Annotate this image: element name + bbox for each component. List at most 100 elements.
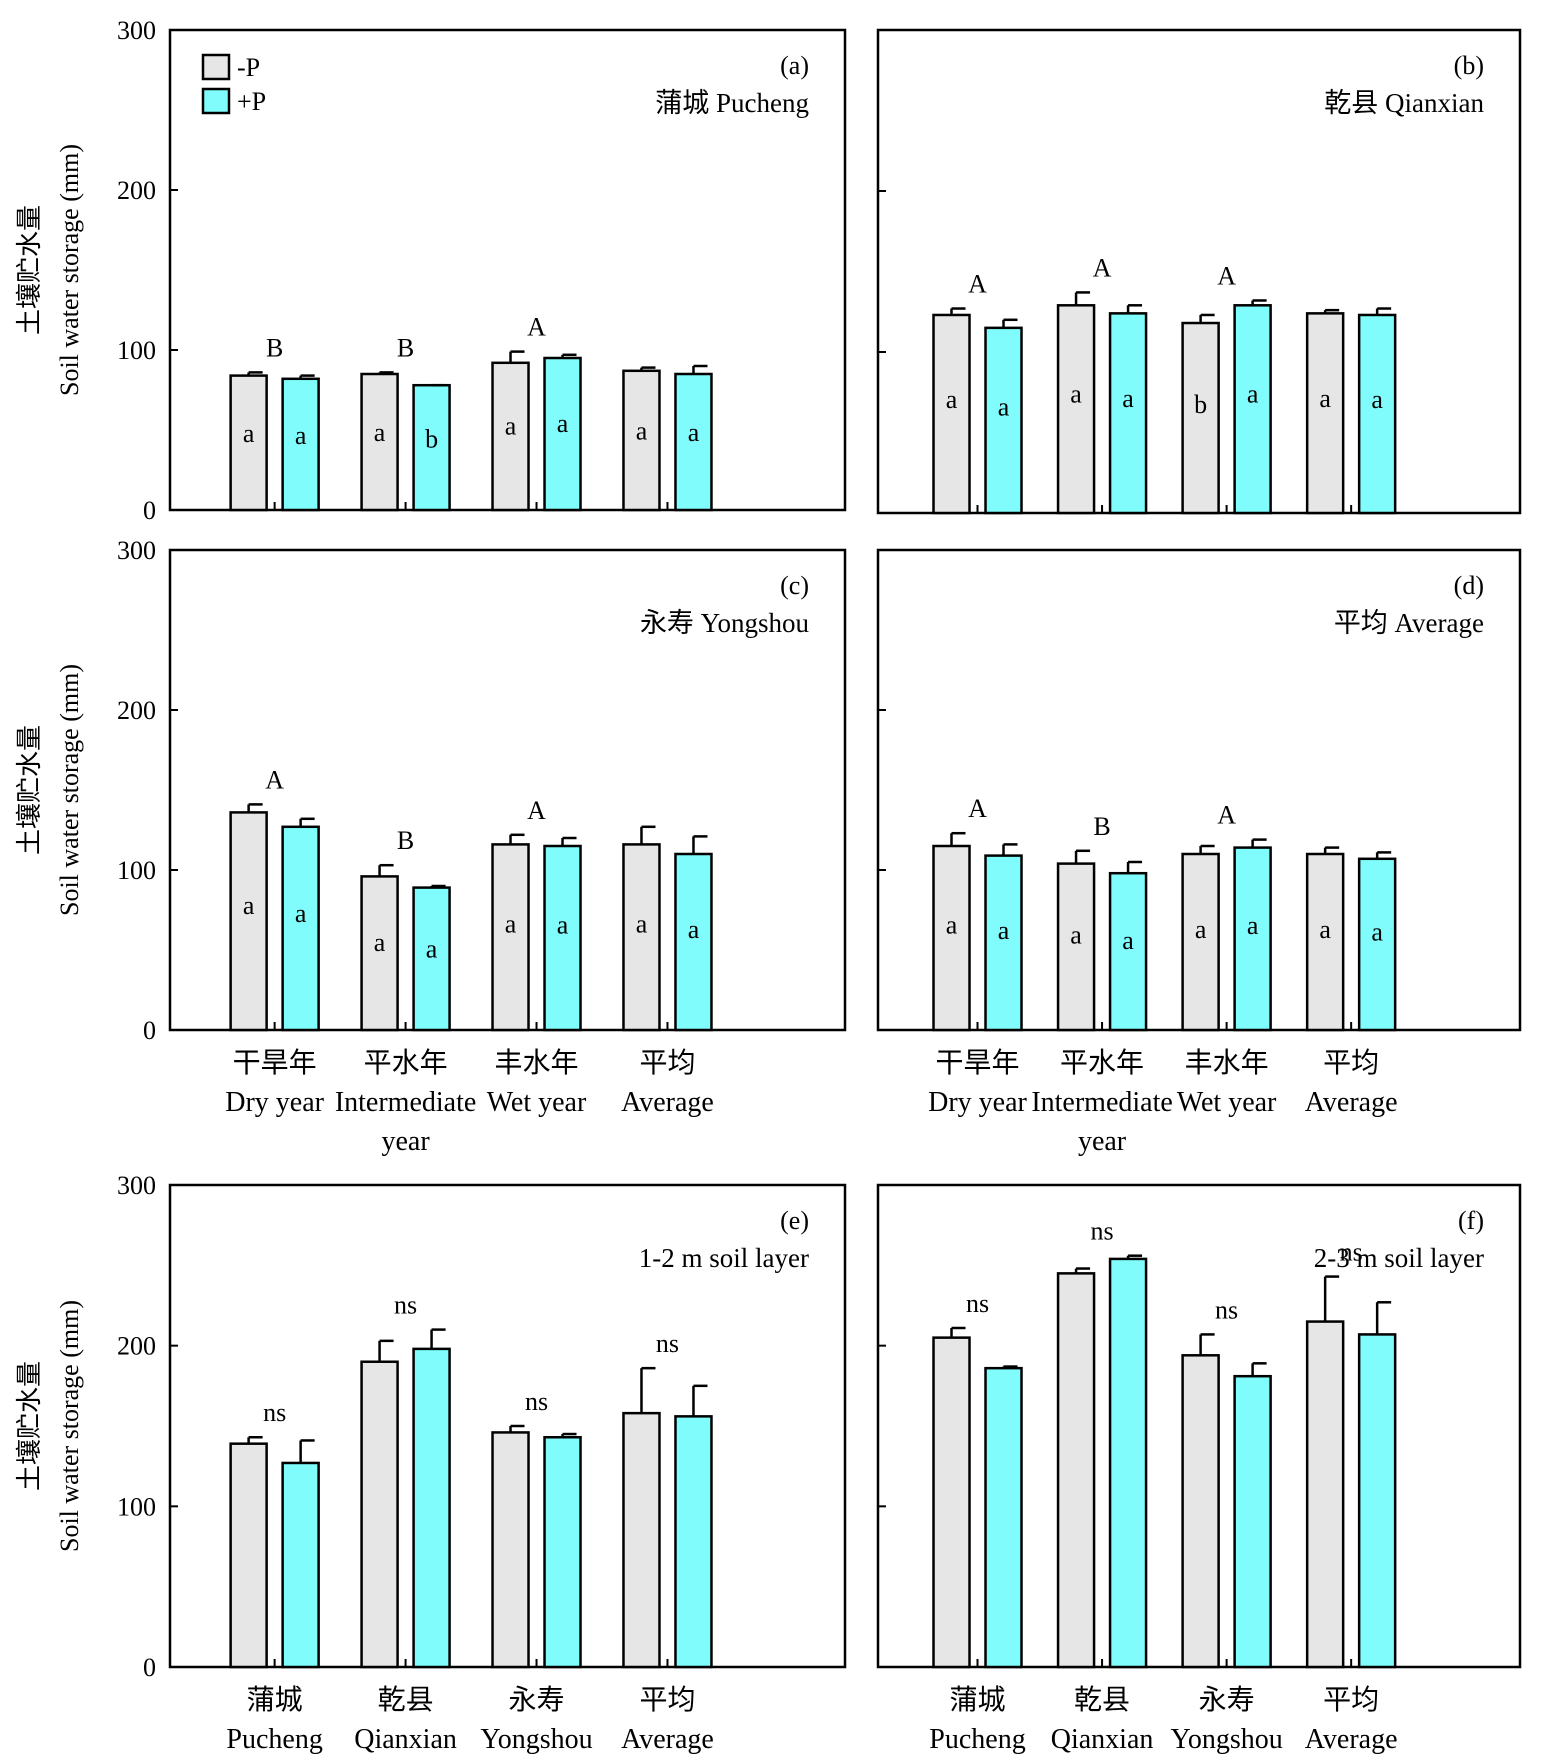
x-tick-label: 永寿: [1199, 1684, 1255, 1716]
x-tick-label: Average: [1305, 1087, 1398, 1118]
y-tick-label: 0: [143, 1653, 156, 1682]
y-tick-label: 200: [117, 1332, 156, 1361]
bar-plus-p: [543, 1435, 582, 1669]
bar-minus-p: [622, 1411, 661, 1669]
y-tick-label: 0: [143, 496, 156, 525]
significance-label: A: [968, 270, 987, 299]
significance-label: ns: [525, 1387, 548, 1416]
y-tick-label: 100: [117, 1492, 156, 1521]
bar-minus-p: [360, 372, 399, 512]
y-tick-label: 100: [117, 336, 156, 365]
x-tick-label: 平均: [639, 1684, 695, 1716]
bar-plus-p: [1233, 1374, 1272, 1669]
x-tick-label: 蒲城: [950, 1684, 1006, 1716]
significance-label: A: [527, 796, 546, 825]
x-tick-label: 蒲城: [247, 1684, 303, 1716]
bar-plus-p: [412, 1347, 451, 1669]
panel-label: (a): [780, 51, 809, 80]
significance-label: ns: [966, 1289, 989, 1318]
significance-label: ns: [394, 1291, 417, 1320]
panel-title: 平均 Average: [1334, 608, 1484, 638]
x-tick-label: 乾县: [1074, 1684, 1130, 1716]
bar-letter: a: [1070, 380, 1082, 409]
bar-letter: a: [688, 418, 700, 447]
x-tick-label: year: [1078, 1126, 1127, 1157]
bar-letter: a: [1070, 920, 1082, 949]
panel-label: (b): [1454, 51, 1484, 80]
bar-minus-p: [1305, 1320, 1345, 1669]
bar-plus-p: [674, 852, 713, 1032]
significance-label: B: [1093, 812, 1110, 841]
bar-letter: a: [636, 909, 648, 938]
bar-minus-p: [229, 811, 268, 1032]
bar-minus-p: [1305, 852, 1345, 1032]
x-tick-label: 丰水年: [1185, 1047, 1269, 1079]
bar-minus-p: [1181, 852, 1220, 1032]
bar-letter: a: [1319, 915, 1331, 944]
legend: -P +P: [201, 53, 266, 116]
bar-minus-p: [360, 1360, 399, 1669]
bar-letter: a: [505, 909, 517, 938]
x-tick-label: Dry year: [928, 1087, 1027, 1118]
significance-label: B: [397, 826, 414, 855]
y-axis-label-en: Soil water storage (mm): [55, 144, 84, 396]
x-tick-label: Qianxian: [354, 1724, 457, 1755]
bar-letter: a: [557, 910, 569, 939]
x-tick-label: 干旱年: [936, 1047, 1020, 1079]
x-tick-label: 平均: [1323, 1047, 1379, 1079]
legend-label: +P: [237, 87, 266, 116]
bar-minus-p: [932, 844, 971, 1032]
bar-letter: a: [557, 409, 569, 438]
legend-swatch: [201, 87, 231, 115]
bar-plus-p: [281, 825, 320, 1032]
y-tick-label: 0: [143, 1016, 156, 1045]
panel-title: 2-3 m soil layer: [1314, 1243, 1484, 1273]
significance-label: A: [265, 765, 284, 794]
x-tick-label: 丰水年: [495, 1047, 579, 1079]
bar-letter: a: [1122, 384, 1134, 413]
significance-label: A: [1217, 801, 1236, 830]
bar-letter: a: [505, 412, 517, 441]
significance-label: B: [397, 333, 414, 362]
bar-letter: a: [998, 916, 1010, 945]
panel-title: 永寿 Yongshou: [640, 608, 810, 638]
significance-label: B: [266, 333, 283, 362]
x-tick-label: Wet year: [1177, 1087, 1277, 1118]
x-tick-label: Intermediate: [335, 1087, 476, 1118]
y-axis-label-en: Soil water storage (mm): [55, 664, 84, 916]
bar-minus-p: [622, 369, 661, 512]
bar-minus-p: [622, 843, 661, 1032]
y-tick-label: 100: [117, 856, 156, 885]
y-axis-label-en: Soil water storage (mm): [55, 1300, 84, 1552]
x-tick-label: 平均: [1323, 1684, 1379, 1716]
panel-e: 0 100 200 300 土壤贮水量 Soil water storage (mm) (e…: [15, 1171, 847, 1755]
bar-plus-p: [984, 326, 1023, 515]
panel-title: 1-2 m soil layer: [639, 1243, 809, 1273]
bar-letter: a: [946, 910, 958, 939]
bar-plus-p: [1108, 871, 1148, 1032]
panel-f: (f)2-3 m soil layerns蒲城Puchengns乾县Qianxi…: [876, 1183, 1522, 1755]
x-tick-label: 平水年: [1060, 1047, 1144, 1079]
bar-letter: a: [295, 899, 307, 928]
bar-plus-p: [543, 844, 582, 1032]
x-tick-label: Average: [621, 1724, 714, 1755]
x-tick-label: Average: [621, 1087, 714, 1118]
bar-plus-p: [1357, 857, 1397, 1032]
x-tick-label: Qianxian: [1051, 1724, 1154, 1755]
panel-label: (e): [780, 1206, 809, 1235]
x-tick-label: Yongshou: [480, 1724, 592, 1755]
y-tick-label: 300: [117, 16, 156, 45]
bar-letter: b: [1194, 390, 1207, 419]
bar-minus-p: [229, 1442, 268, 1669]
y-axis-label-cn: 土壤贮水量: [15, 725, 44, 855]
bar-letter: a: [1247, 911, 1259, 940]
bar-letter: a: [374, 928, 386, 957]
bar-letter: a: [1319, 384, 1331, 413]
bar-plus-p: [412, 886, 451, 1032]
x-tick-label: 永寿: [509, 1684, 565, 1716]
significance-label: A: [1217, 261, 1236, 290]
bar-minus-p: [932, 313, 971, 515]
bar-letter: a: [1195, 915, 1207, 944]
x-tick-label: year: [381, 1126, 430, 1157]
bar-letter: a: [998, 393, 1010, 422]
